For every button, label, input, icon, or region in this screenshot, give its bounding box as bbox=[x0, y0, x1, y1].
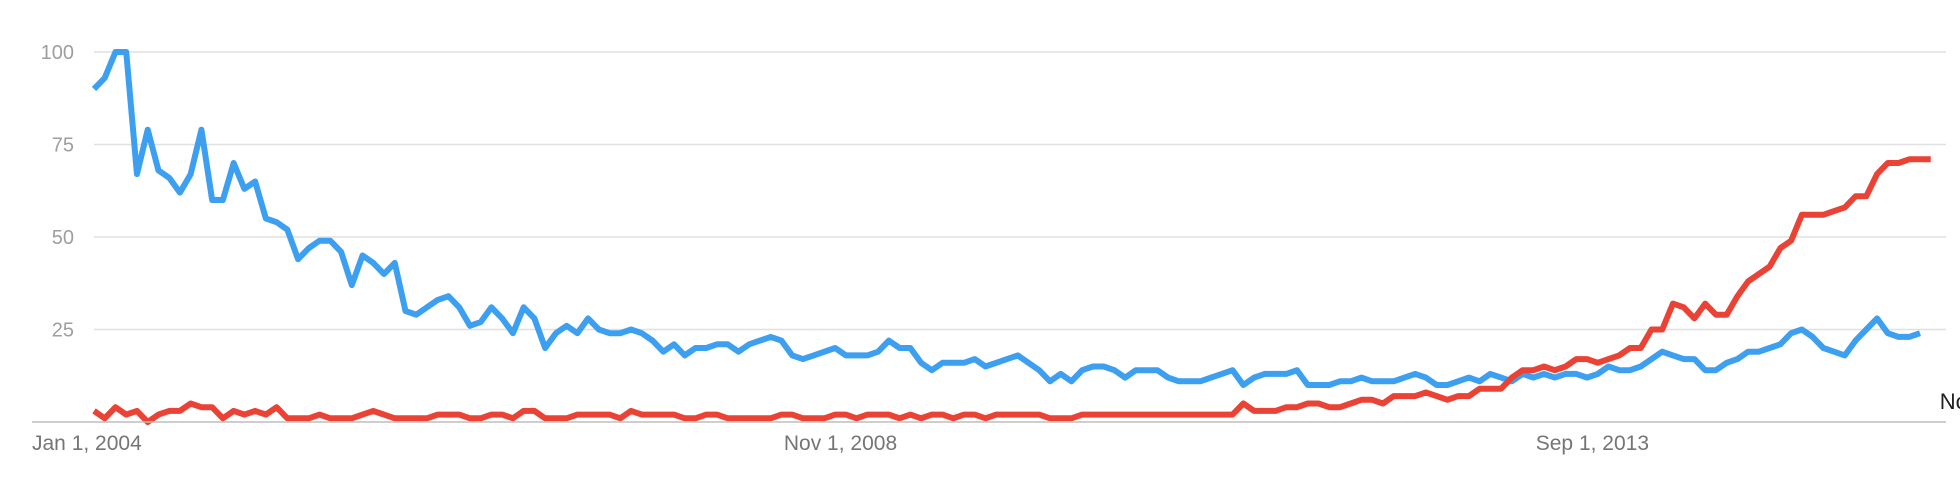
series-lines bbox=[91, 49, 1931, 425]
y-tick-label: 50 bbox=[52, 227, 74, 249]
series-line-2[interactable] bbox=[92, 156, 1931, 425]
y-axis-tick-labels: 25 50 75 100 bbox=[41, 42, 74, 342]
x-tick-label: Sep 1, 2013 bbox=[1536, 432, 1649, 455]
x-tick-label: Nov 1, 2008 bbox=[784, 432, 897, 455]
y-tick-label: 100 bbox=[41, 42, 74, 64]
x-axis-tick-labels: Jan 1, 2004 Nov 1, 2008 Sep 1, 2013 bbox=[32, 432, 1649, 455]
series-line-1[interactable] bbox=[91, 49, 1921, 388]
note-label[interactable]: Note bbox=[1940, 389, 1960, 414]
y-tick-label: 75 bbox=[52, 135, 74, 157]
x-tick-label: Jan 1, 2004 bbox=[32, 432, 142, 455]
y-tick-label: 25 bbox=[52, 320, 74, 342]
note-annotation: Note bbox=[1940, 389, 1960, 414]
gridlines bbox=[94, 51, 1946, 331]
